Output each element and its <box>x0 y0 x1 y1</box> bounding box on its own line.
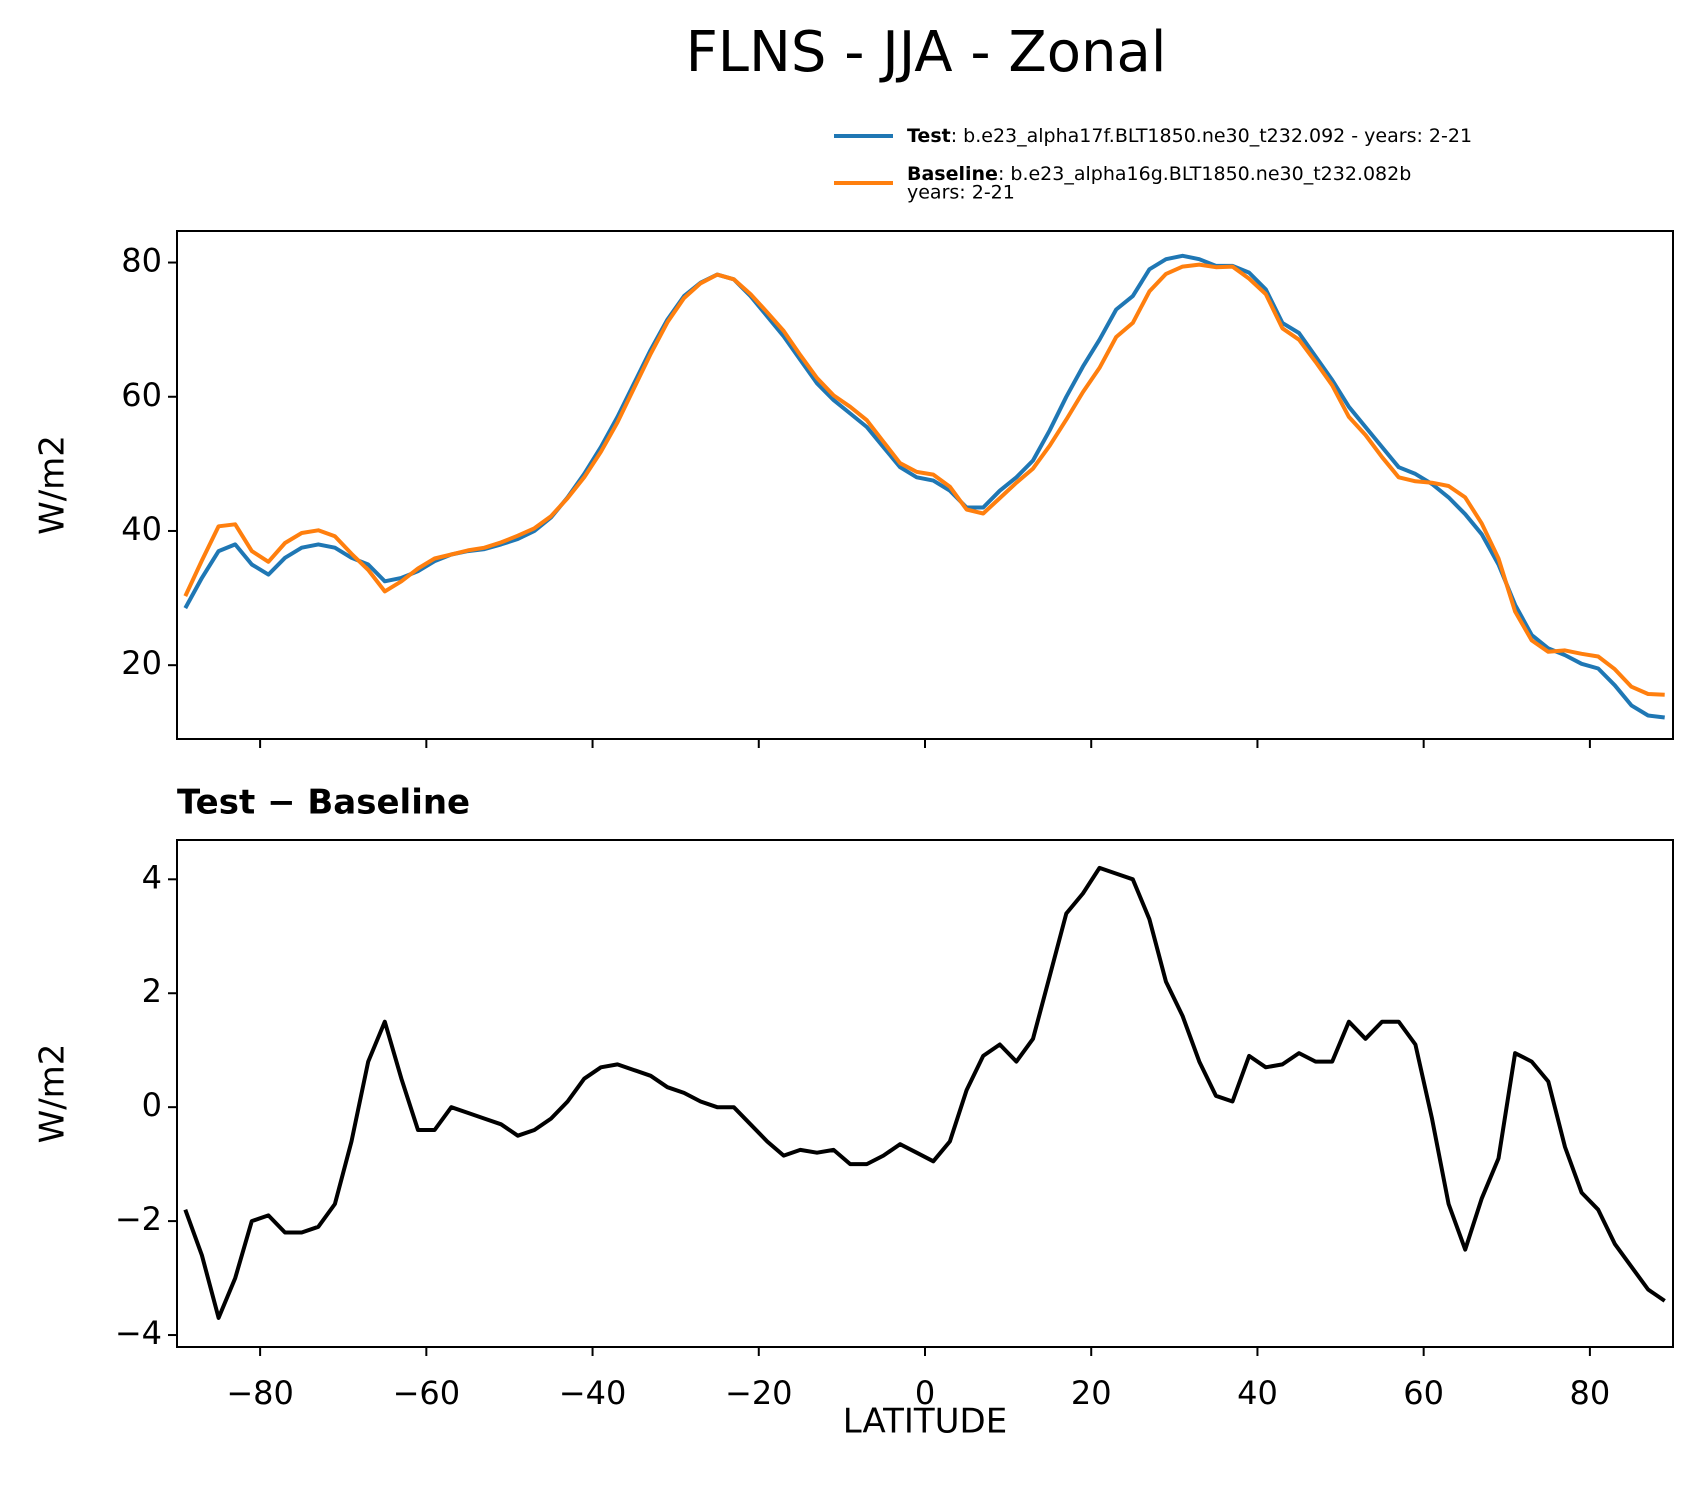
y-tick-label: −4 <box>115 1314 162 1352</box>
y-tick-label: 20 <box>121 644 162 682</box>
x-axis-label: LATITUDE <box>843 1402 1007 1442</box>
subplot-title: Test − Baseline <box>177 783 470 823</box>
legend-label: Baseline: b.e23_alpha16g.BLT1850.ne30_t2… <box>907 163 1411 185</box>
x-tick-label: −60 <box>393 1374 461 1412</box>
x-tick-label: 0 <box>915 1374 935 1412</box>
y-tick-label: 60 <box>121 376 162 414</box>
y-axis-label: W/m2 <box>33 435 73 535</box>
figure-title: FLNS - JJA - Zonal <box>686 20 1167 85</box>
y-axis-label: W/m2 <box>33 1044 73 1144</box>
x-tick-label: −20 <box>725 1374 793 1412</box>
y-tick-label: 80 <box>121 242 162 280</box>
x-tick-label: 20 <box>1071 1374 1112 1412</box>
axes-frame <box>176 230 1674 740</box>
plot-area <box>183 865 1666 1320</box>
legend-name: Test <box>907 125 951 147</box>
series-line <box>183 262 1665 697</box>
x-tick-label: 60 <box>1403 1374 1444 1412</box>
legend-detail: : b.e23_alpha17f.BLT1850.ne30_t232.092 -… <box>951 125 1472 147</box>
legend-detail: : b.e23_alpha16g.BLT1850.ne30_t232.082b <box>998 163 1411 185</box>
legend-detail: years: 2-21 <box>907 182 1015 204</box>
y-tick-label: 40 <box>121 510 162 548</box>
x-tick-label: 80 <box>1570 1374 1611 1412</box>
y-tick-label: 2 <box>142 972 162 1010</box>
legend-label: Test: b.e23_alpha17f.BLT1850.ne30_t232.0… <box>907 125 1472 147</box>
x-tick-label: −80 <box>226 1374 294 1412</box>
legend-name: Baseline <box>907 163 998 185</box>
y-tick-label: 0 <box>142 1086 162 1124</box>
y-tick-label: −2 <box>115 1200 162 1238</box>
axes-frame <box>176 839 1674 1348</box>
series-line <box>183 865 1666 1320</box>
plot-area <box>183 253 1665 720</box>
series-line <box>183 253 1665 720</box>
x-tick-label: 40 <box>1237 1374 1278 1412</box>
y-tick-label: 4 <box>142 858 162 896</box>
x-tick-label: −40 <box>559 1374 627 1412</box>
